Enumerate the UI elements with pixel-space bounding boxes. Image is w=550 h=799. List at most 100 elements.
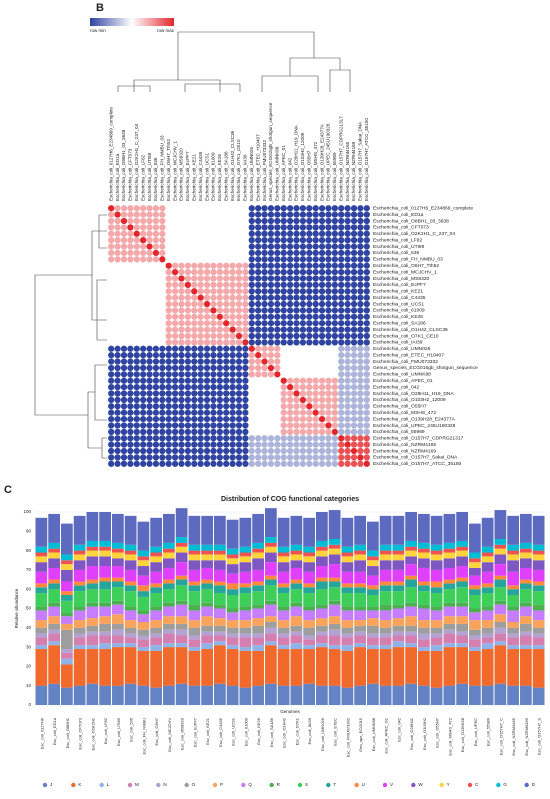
heatmap-cell xyxy=(120,447,128,455)
bar-segment xyxy=(443,552,456,559)
bar-segment xyxy=(392,560,405,570)
bar-segment xyxy=(430,645,443,651)
heatmap-cell xyxy=(242,281,249,289)
heatmap-cell xyxy=(338,243,345,250)
bar-segment xyxy=(443,558,456,568)
heatmap-cell xyxy=(120,383,128,391)
bar-segment xyxy=(99,631,111,636)
heatmap-cell xyxy=(357,415,364,423)
row-label: Escherichia_coli_UMN026 xyxy=(373,346,431,352)
bar-segment xyxy=(86,589,99,603)
heatmap-cell xyxy=(357,460,364,467)
x-tick-label: Esc_coli_EcPF7 xyxy=(192,717,197,747)
heatmap-cell xyxy=(286,377,294,384)
heatmap-cell xyxy=(242,256,249,263)
bar-segment xyxy=(507,622,519,628)
heatmap-cell xyxy=(274,230,281,237)
heatmap-cell xyxy=(350,345,358,352)
heatmap-cell xyxy=(331,262,338,269)
colorbar-min-label: row min xyxy=(90,28,106,33)
heatmap-cell xyxy=(325,428,332,435)
bar-segment xyxy=(124,627,137,634)
legend-marker xyxy=(212,782,218,788)
heatmap-cell xyxy=(280,249,287,257)
bar-segment xyxy=(277,546,290,553)
bar-segment xyxy=(73,685,86,705)
heatmap-cell xyxy=(267,358,275,365)
heatmap-cell xyxy=(248,313,255,320)
bar-segment xyxy=(354,560,366,572)
heatmap-cell xyxy=(108,383,115,391)
heatmap-cell xyxy=(203,422,211,429)
heatmap-cell xyxy=(146,243,153,250)
heatmap-cell xyxy=(216,460,223,467)
heatmap-cell xyxy=(203,377,211,384)
bar-segment xyxy=(290,579,303,584)
heatmap-cell xyxy=(255,435,262,442)
bar-segment xyxy=(61,629,73,650)
heatmap-cell xyxy=(152,364,160,372)
heatmap-cell xyxy=(120,262,128,269)
heatmap-cell xyxy=(165,371,172,378)
heatmap-cell xyxy=(357,205,364,212)
heatmap-cell xyxy=(210,428,217,435)
heatmap-cell xyxy=(191,230,198,237)
heatmap-cell xyxy=(140,268,147,276)
bar-segment xyxy=(430,627,443,634)
heatmap-cell xyxy=(146,294,153,301)
heatmap-cell xyxy=(331,345,338,352)
bar-segment xyxy=(418,639,430,648)
heatmap-cell xyxy=(178,262,185,269)
heatmap-cell xyxy=(325,339,332,346)
heatmap-cell xyxy=(350,237,358,244)
heatmap-cell xyxy=(338,396,345,404)
heatmap-cell xyxy=(165,396,172,404)
heatmap-cell xyxy=(363,377,370,384)
bar-segment xyxy=(316,618,328,626)
heatmap-cell xyxy=(120,403,128,410)
heatmap-cell xyxy=(235,217,243,225)
bar-segment xyxy=(481,556,494,563)
heatmap-cell xyxy=(146,332,153,340)
bar-segment xyxy=(405,540,417,547)
heatmap-cell xyxy=(223,268,230,276)
heatmap-cell xyxy=(127,390,134,397)
bar-segment xyxy=(175,616,188,624)
heatmap-cell xyxy=(261,371,268,378)
heatmap-cell xyxy=(331,300,338,308)
bar-segment xyxy=(354,554,366,561)
heatmap-cell xyxy=(184,377,192,384)
heatmap-cell xyxy=(338,268,345,276)
heatmap-cell xyxy=(280,237,287,244)
bar-segment xyxy=(86,540,99,547)
heatmap-cell xyxy=(171,364,179,372)
heatmap-cell xyxy=(267,281,275,289)
heatmap-cell xyxy=(216,217,223,225)
heatmap-cell xyxy=(229,403,236,410)
bar-segment xyxy=(405,556,417,565)
heatmap-cell xyxy=(312,205,319,212)
heatmap-cell xyxy=(140,313,147,320)
heatmap-cell xyxy=(331,396,338,404)
heatmap-cell xyxy=(146,307,153,314)
bar-segment xyxy=(290,685,303,705)
bar-segment xyxy=(35,552,48,557)
heatmap-cell xyxy=(171,371,179,378)
heatmap-cell xyxy=(108,300,115,308)
bar-segment xyxy=(112,643,124,648)
heatmap-cell xyxy=(338,256,345,263)
bar-segment xyxy=(48,645,60,684)
bar-segment xyxy=(367,649,379,684)
bar-segment xyxy=(316,604,328,609)
heatmap-cell xyxy=(363,364,370,372)
heatmap-cell xyxy=(286,447,294,455)
heatmap-cell xyxy=(293,205,300,212)
bar-segment xyxy=(73,569,86,582)
bar-segment xyxy=(99,685,111,705)
bar-segment xyxy=(507,544,519,551)
bar-segment xyxy=(456,683,468,705)
heatmap-cell xyxy=(152,339,160,346)
bar-segment xyxy=(239,647,252,651)
x-tick-label: Esc_coli_O8BH1 xyxy=(65,717,70,748)
heatmap-cell xyxy=(152,390,160,397)
